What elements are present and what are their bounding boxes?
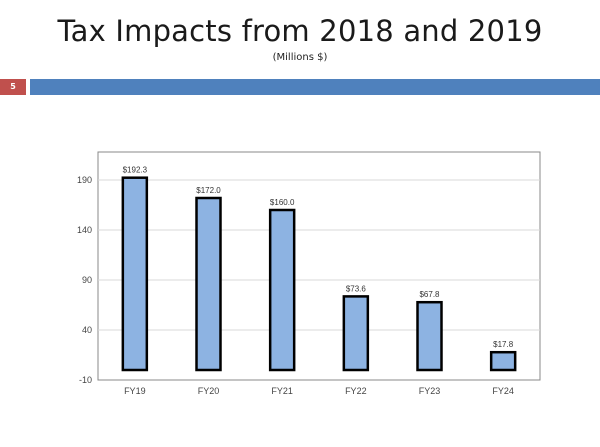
x-category-label: FY20 — [198, 386, 220, 396]
data-label: $67.8 — [419, 290, 440, 299]
gridlines — [98, 179, 540, 331]
y-tick-label: -10 — [79, 375, 92, 385]
y-tick-label: 190 — [77, 175, 92, 185]
slide-number-badge: 5 — [0, 79, 26, 95]
bar-fy19 — [121, 176, 149, 372]
data-label: $17.8 — [493, 340, 514, 349]
y-tick-label: 40 — [82, 325, 92, 335]
x-category-label: FY21 — [271, 386, 293, 396]
bars — [121, 176, 517, 372]
plot-frame — [97, 151, 541, 381]
slide-subtitle: (Millions $) — [272, 52, 328, 63]
data-label: $160.0 — [270, 198, 295, 207]
slide-title: Tax Impacts from 2018 and 2019 — [57, 14, 543, 48]
data-label: $172.0 — [196, 186, 221, 195]
bar-fy24 — [489, 350, 517, 372]
data-label: $192.3 — [123, 166, 148, 175]
bar-fy22 — [342, 295, 370, 372]
x-category-label: FY19 — [124, 386, 146, 396]
bar-fy23 — [416, 300, 443, 372]
data-label: $73.6 — [346, 284, 367, 293]
bar-fy20 — [195, 196, 222, 372]
y-tick-label: 140 — [77, 225, 92, 235]
bar-fy21 — [268, 208, 296, 372]
x-category-label: FY23 — [419, 386, 441, 396]
labels: -10 40 90 140 190 $192.3 FY19 $172.0 FY20 $160.0 F… — [77, 166, 514, 396]
x-category-label: FY22 — [345, 386, 367, 396]
x-category-label: FY24 — [492, 386, 514, 396]
header-bar — [30, 79, 600, 95]
y-tick-label: 90 — [82, 275, 92, 285]
